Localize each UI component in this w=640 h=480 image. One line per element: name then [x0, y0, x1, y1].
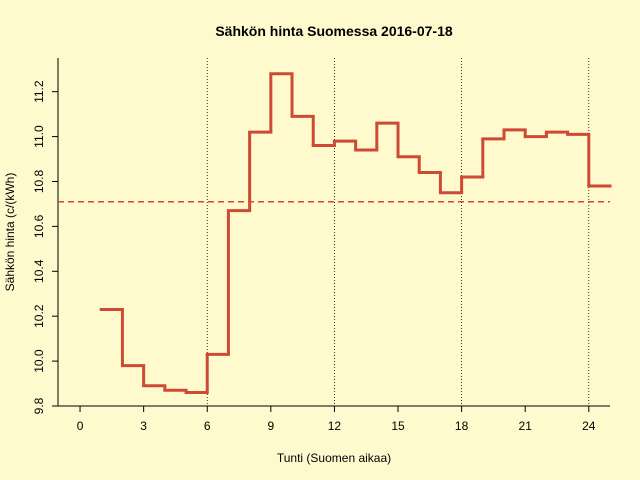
y-tick-label: 10.8 — [32, 169, 46, 193]
x-tick-label: 9 — [267, 419, 274, 433]
y-tick-label: 10.6 — [32, 214, 46, 238]
y-axis-label: Sähkön hinta (c/(kWh) — [3, 173, 17, 292]
x-tick-label: 15 — [391, 419, 405, 433]
x-tick-label: 3 — [140, 419, 147, 433]
x-tick-label: 21 — [519, 419, 533, 433]
x-tick-label: 0 — [77, 419, 84, 433]
x-axis-label: Tunti (Suomen aikaa) — [277, 451, 391, 465]
y-tick-label: 10.0 — [32, 349, 46, 373]
y-tick-label: 10.4 — [32, 259, 46, 283]
x-tick-label: 24 — [582, 419, 596, 433]
y-tick-label: 10.2 — [32, 304, 46, 328]
x-tick-label: 18 — [455, 419, 469, 433]
chart-title: Sähkön hinta Suomessa 2016-07-18 — [215, 23, 453, 39]
y-tick-label: 9.8 — [32, 397, 46, 414]
y-tick-label: 11.0 — [32, 125, 46, 148]
x-tick-label: 6 — [204, 419, 211, 433]
x-tick-label: 12 — [328, 419, 342, 433]
y-tick-label: 11.2 — [32, 80, 46, 103]
